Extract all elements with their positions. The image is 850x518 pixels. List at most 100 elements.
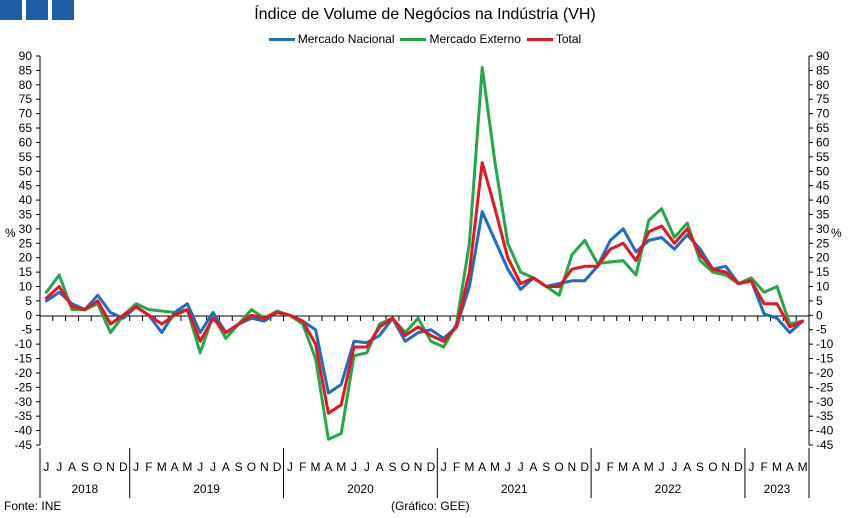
month-label: J xyxy=(505,460,511,474)
y-tick-label-right: 0 xyxy=(816,308,823,322)
month-label: N xyxy=(414,460,423,474)
year-label: 2020 xyxy=(347,482,374,496)
y-tick-label-left: 85 xyxy=(19,63,33,77)
month-label: D xyxy=(273,460,282,474)
month-label: M xyxy=(182,460,192,474)
month-label: S xyxy=(696,460,704,474)
y-tick-label-right: 35 xyxy=(816,207,830,221)
month-label: M xyxy=(644,460,654,474)
month-label: N xyxy=(260,460,269,474)
month-label: J xyxy=(133,460,139,474)
month-label: N xyxy=(568,460,577,474)
series-line-mercado-externo xyxy=(44,66,805,441)
month-label: M xyxy=(772,460,782,474)
y-tick-label-right: 50 xyxy=(816,164,830,178)
month-label: M xyxy=(157,460,167,474)
legend-label-nacional: Mercado Nacional xyxy=(297,32,395,46)
logo-square-2 xyxy=(26,0,48,20)
logo-square-3 xyxy=(52,0,74,20)
y-tick-label-left: -20 xyxy=(15,366,33,380)
y-tick-label-right: -5 xyxy=(816,323,827,337)
month-label: J xyxy=(659,460,665,474)
year-label: 2018 xyxy=(72,482,99,496)
y-tick-label-right: 10 xyxy=(816,280,830,294)
y-tick-label-left: -30 xyxy=(15,395,33,409)
y-tick-label-right: 75 xyxy=(816,92,830,106)
month-label: S xyxy=(542,460,550,474)
month-label: M xyxy=(490,460,500,474)
month-label: A xyxy=(632,460,640,474)
month-label: J xyxy=(748,460,754,474)
chart-title: Índice de Volume de Negócios na Indústri… xyxy=(254,6,596,23)
y-tick-label-left: -5 xyxy=(21,323,32,337)
y-tick-label-left: 75 xyxy=(19,92,33,106)
series-line-mercado-nacional xyxy=(44,210,805,395)
month-label: J xyxy=(595,460,601,474)
y-tick-label-left: -40 xyxy=(15,424,33,438)
month-label: O xyxy=(708,460,717,474)
legend-swatch-nacional xyxy=(268,37,295,41)
y-axis-unit-right: % xyxy=(831,226,842,240)
month-label: A xyxy=(683,460,691,474)
credit-note: (Gráfico: GEE) xyxy=(391,499,470,513)
y-tick-label-left: 70 xyxy=(19,107,33,121)
y-tick-label-left: 50 xyxy=(19,164,33,178)
y-tick-label-right: 40 xyxy=(816,193,830,207)
month-label: S xyxy=(81,460,89,474)
month-label: J xyxy=(43,460,49,474)
month-label: J xyxy=(210,460,216,474)
y-tick-label-right: 20 xyxy=(816,251,830,265)
month-label: S xyxy=(388,460,396,474)
y-tick-label-right: 60 xyxy=(816,135,830,149)
year-label: 2023 xyxy=(764,482,791,496)
month-label: N xyxy=(106,460,115,474)
y-tick-label-left: 80 xyxy=(19,78,33,92)
series-line-total xyxy=(44,161,805,415)
month-label: M xyxy=(618,460,628,474)
y-tick-label-right: 45 xyxy=(816,179,830,193)
month-label: A xyxy=(68,460,76,474)
month-label: J xyxy=(441,460,447,474)
month-label: A xyxy=(171,460,179,474)
y-tick-label-right: 80 xyxy=(816,78,830,92)
year-label: 2021 xyxy=(501,482,528,496)
y-tick-label-left: -10 xyxy=(15,337,33,351)
month-label: N xyxy=(721,460,730,474)
month-label: A xyxy=(222,460,230,474)
month-label: J xyxy=(351,460,357,474)
y-tick-label-left: 25 xyxy=(19,236,33,250)
y-tick-label-right: 70 xyxy=(816,107,830,121)
month-label: F xyxy=(145,460,152,474)
y-tick-label-right: 5 xyxy=(816,294,823,308)
month-label: S xyxy=(235,460,243,474)
y-tick-label-left: 40 xyxy=(19,193,33,207)
month-label: J xyxy=(364,460,370,474)
month-label: A xyxy=(786,460,794,474)
y-tick-label-left: -35 xyxy=(15,409,33,423)
month-label: J xyxy=(197,460,203,474)
month-label: M xyxy=(336,460,346,474)
y-tick-label-left: 60 xyxy=(19,135,33,149)
month-label: D xyxy=(580,460,589,474)
y-tick-label-left: 65 xyxy=(19,121,33,135)
month-label: O xyxy=(401,460,410,474)
month-label: J xyxy=(287,460,293,474)
legend-item-nacional: Mercado Nacional xyxy=(268,32,395,46)
y-tick-label-right: 15 xyxy=(816,265,830,279)
y-tick-label-right: -40 xyxy=(816,424,834,438)
month-label: A xyxy=(376,460,384,474)
y-tick-label-left: 15 xyxy=(19,265,33,279)
month-label: M xyxy=(311,460,321,474)
y-tick-label-left: 45 xyxy=(19,179,33,193)
y-tick-label-left: 35 xyxy=(19,207,33,221)
y-tick-label-right: 55 xyxy=(816,150,830,164)
y-tick-label-right: 90 xyxy=(816,49,830,63)
y-tick-label-right: -15 xyxy=(816,352,834,366)
year-label: 2019 xyxy=(193,482,220,496)
y-tick-label-right: 25 xyxy=(816,236,830,250)
y-tick-label-left: 90 xyxy=(19,49,33,63)
y-tick-label-right: -25 xyxy=(816,380,834,394)
month-label: F xyxy=(299,460,306,474)
month-label: F xyxy=(453,460,460,474)
